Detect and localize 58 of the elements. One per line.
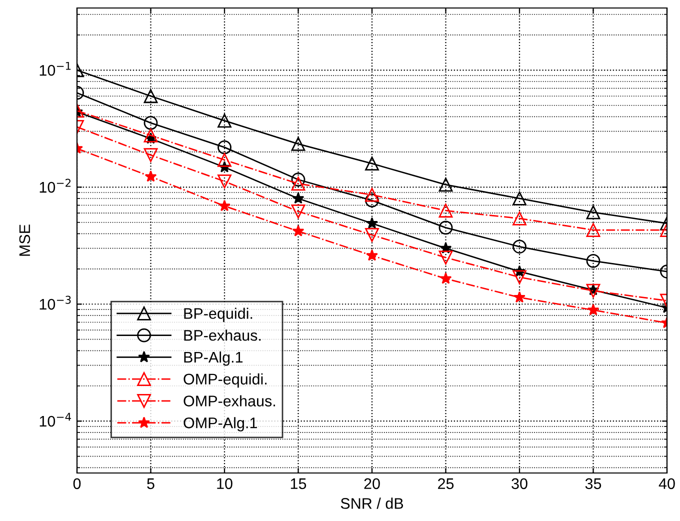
x-tick-label: 20 xyxy=(364,478,380,490)
y-tick-label: 10$^{−2}$ xyxy=(40,178,71,193)
point xyxy=(365,193,379,208)
point xyxy=(512,192,526,206)
point xyxy=(586,284,600,298)
point xyxy=(291,204,306,218)
x-tick-label: 40 xyxy=(658,478,675,490)
point xyxy=(218,174,232,188)
legend-label: BP-exhaus. xyxy=(184,330,261,341)
point xyxy=(440,272,452,284)
point xyxy=(587,304,600,316)
point xyxy=(512,270,526,284)
point xyxy=(291,172,306,187)
point xyxy=(292,224,304,236)
legend-label: BP-equidi. xyxy=(184,308,252,322)
x-axis-title: SNR / dB xyxy=(340,498,404,509)
legend-label: OMP-equidi. xyxy=(184,373,267,388)
x-tick-label: 5 xyxy=(147,478,154,490)
point xyxy=(512,240,526,254)
point xyxy=(366,217,378,229)
point xyxy=(144,128,158,142)
point xyxy=(144,116,158,130)
point xyxy=(365,228,379,242)
point xyxy=(514,291,526,303)
x-tick-label: 30 xyxy=(512,478,528,490)
y-axis-title: MSE xyxy=(19,224,30,256)
point xyxy=(366,249,378,261)
point xyxy=(218,114,232,128)
x-tick-label: 25 xyxy=(438,478,454,490)
point xyxy=(144,148,158,162)
point xyxy=(438,220,453,235)
point xyxy=(438,178,453,192)
x-tick-label: 35 xyxy=(585,478,602,490)
point xyxy=(292,192,304,204)
point xyxy=(144,89,158,104)
y-tick-label: 10$^{−3}$ xyxy=(40,296,71,310)
point xyxy=(365,188,379,202)
legend-label: BP-Alg.1 xyxy=(184,351,243,366)
point xyxy=(291,176,306,191)
point xyxy=(365,156,379,171)
x-tick-label: 10 xyxy=(217,478,232,490)
point xyxy=(218,200,230,212)
point xyxy=(144,170,157,182)
point xyxy=(586,254,600,268)
point xyxy=(512,212,526,226)
point xyxy=(218,140,232,154)
point xyxy=(291,137,306,151)
point xyxy=(586,205,600,220)
legend-label: OMP-Alg.1 xyxy=(184,417,257,432)
point xyxy=(586,223,600,237)
x-tick-label: 0 xyxy=(73,478,81,490)
y-tick-label: 10$^{−4}$ xyxy=(40,412,71,427)
point xyxy=(438,204,453,218)
y-tick-label: 10$^{−1}$ xyxy=(40,62,71,76)
x-tick-label: 15 xyxy=(290,478,306,490)
legend-label: OMP-exhaus. xyxy=(184,395,275,406)
point xyxy=(438,250,453,265)
point xyxy=(218,152,232,167)
